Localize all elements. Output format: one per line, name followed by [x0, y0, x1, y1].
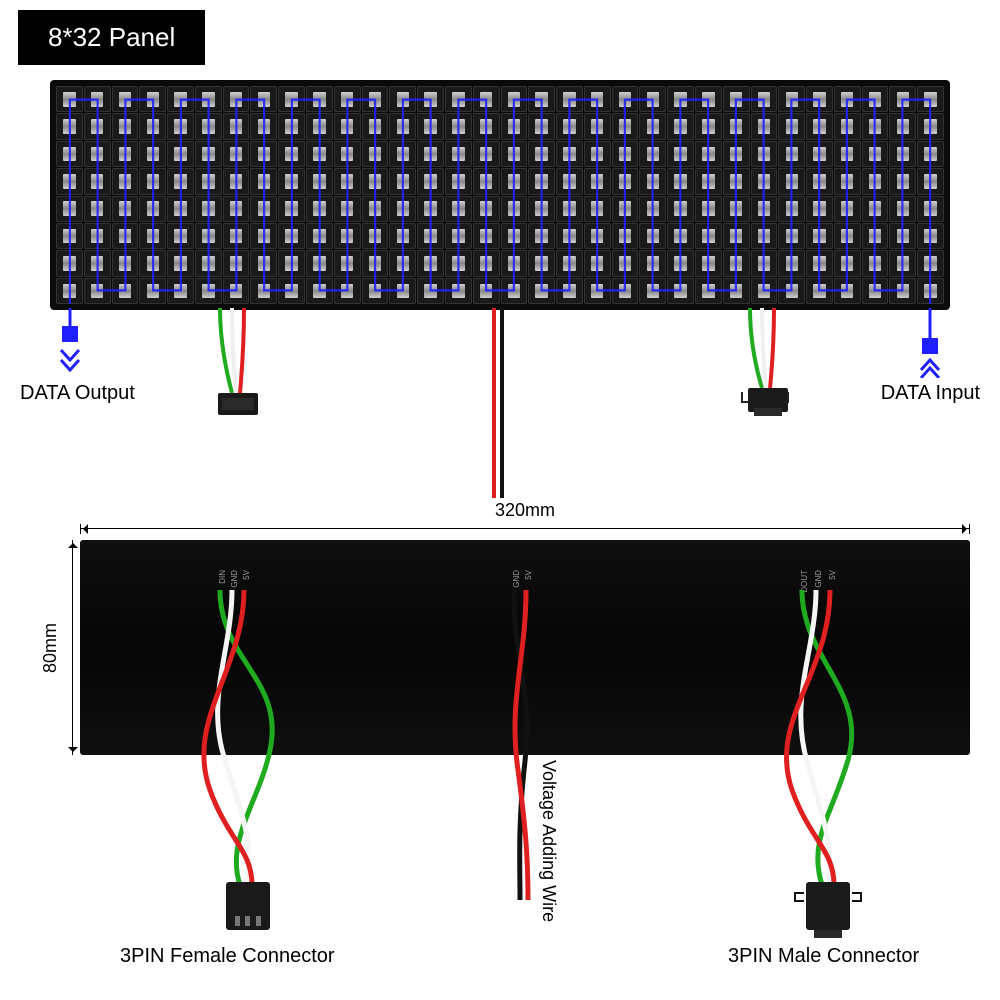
height-dimension-label: 80mm	[40, 540, 61, 755]
back-right-wires	[750, 590, 910, 930]
height-dimension-line	[72, 540, 73, 755]
led-grid	[56, 86, 944, 304]
male-connector	[806, 882, 850, 930]
pin-label: GND	[512, 570, 521, 588]
pin-label: GND	[814, 570, 823, 588]
front-right-wires	[730, 308, 810, 418]
width-dimension-line	[80, 528, 970, 529]
front-left-wires	[200, 308, 280, 418]
male-connector-label: 3PIN Male Connector	[728, 945, 919, 968]
pin-label: 5V	[524, 570, 533, 580]
data-output-arrow	[55, 308, 85, 378]
data-output-label: DATA Output	[20, 382, 135, 405]
back-view: 320mm 80mm DIN GND 5V GND 5V DOUT GND 5V…	[50, 500, 970, 980]
pin-label: 5V	[242, 570, 251, 580]
pin-label: DIN	[218, 570, 227, 584]
title-badge: 8*32 Panel	[18, 10, 205, 65]
data-input-arrow	[915, 308, 945, 378]
female-connector	[226, 882, 270, 930]
pin-label: GND	[230, 570, 239, 588]
led-panel-front	[50, 80, 950, 310]
front-center-wires	[480, 308, 520, 498]
pin-label: 5V	[828, 570, 837, 580]
female-connector-label: 3PIN Female Connector	[120, 945, 335, 968]
voltage-wire-label: Voltage Adding Wire	[538, 760, 559, 922]
back-left-wires	[170, 590, 330, 930]
width-dimension-label: 320mm	[80, 500, 970, 521]
data-input-label: DATA Input	[881, 382, 980, 405]
front-view: DATA Output DATA Input	[50, 80, 950, 480]
